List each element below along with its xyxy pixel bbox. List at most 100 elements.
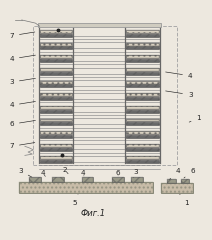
Bar bbox=[126, 68, 159, 71]
Bar bbox=[29, 178, 41, 182]
Bar bbox=[52, 178, 64, 182]
Bar bbox=[19, 182, 153, 193]
Text: 7: 7 bbox=[9, 32, 35, 39]
Bar bbox=[181, 179, 189, 183]
Bar bbox=[126, 122, 159, 125]
Bar bbox=[40, 68, 72, 71]
Bar bbox=[126, 93, 159, 96]
Text: 7: 7 bbox=[9, 143, 35, 149]
Bar bbox=[52, 178, 64, 182]
Bar bbox=[126, 160, 159, 163]
Bar bbox=[126, 156, 159, 159]
Text: 4: 4 bbox=[9, 102, 35, 108]
Bar bbox=[40, 93, 72, 96]
Bar bbox=[126, 135, 159, 138]
Bar bbox=[126, 84, 159, 87]
Bar bbox=[40, 135, 72, 138]
Bar bbox=[126, 55, 159, 58]
Bar bbox=[40, 34, 72, 37]
Bar bbox=[126, 144, 159, 147]
Bar bbox=[126, 160, 159, 163]
Bar bbox=[126, 122, 159, 125]
Bar bbox=[40, 122, 72, 125]
Bar bbox=[126, 30, 159, 33]
Text: 5: 5 bbox=[72, 193, 79, 205]
Text: 6: 6 bbox=[184, 168, 195, 178]
Bar bbox=[131, 178, 143, 182]
Bar bbox=[40, 122, 72, 125]
Bar bbox=[40, 119, 72, 121]
Bar bbox=[126, 97, 159, 100]
Bar bbox=[40, 156, 72, 159]
Text: Фиг.1: Фиг.1 bbox=[81, 209, 106, 218]
Bar bbox=[40, 148, 72, 150]
Bar bbox=[126, 119, 159, 121]
Bar bbox=[40, 55, 72, 58]
Bar bbox=[40, 59, 72, 62]
Bar bbox=[40, 119, 72, 121]
Bar bbox=[40, 59, 72, 62]
Text: 6: 6 bbox=[9, 120, 35, 127]
Bar bbox=[40, 131, 72, 134]
Bar bbox=[126, 148, 159, 150]
Bar bbox=[126, 72, 159, 75]
Bar bbox=[40, 30, 72, 33]
Text: 4: 4 bbox=[169, 168, 180, 180]
Bar bbox=[40, 72, 72, 75]
Bar bbox=[40, 84, 72, 87]
Bar bbox=[126, 59, 159, 62]
Bar bbox=[29, 178, 41, 182]
Bar bbox=[40, 110, 72, 113]
Bar bbox=[40, 84, 72, 87]
Bar bbox=[40, 106, 72, 109]
Bar bbox=[40, 135, 72, 138]
Bar bbox=[126, 97, 159, 100]
Text: 4: 4 bbox=[40, 170, 45, 176]
Bar bbox=[126, 72, 159, 75]
Bar bbox=[40, 72, 72, 75]
Bar bbox=[82, 178, 93, 182]
Bar bbox=[126, 119, 159, 121]
Bar bbox=[40, 156, 72, 159]
Bar bbox=[40, 43, 72, 46]
Bar bbox=[126, 106, 159, 109]
Bar bbox=[126, 106, 159, 109]
Bar bbox=[126, 81, 159, 84]
Text: 3: 3 bbox=[18, 168, 32, 177]
Bar bbox=[161, 183, 193, 193]
Bar bbox=[126, 30, 159, 33]
Text: 3: 3 bbox=[166, 91, 192, 98]
Text: 4: 4 bbox=[166, 72, 192, 79]
Bar bbox=[126, 131, 159, 134]
Bar bbox=[40, 30, 72, 33]
Bar bbox=[126, 156, 159, 159]
Bar bbox=[82, 178, 93, 182]
Bar bbox=[40, 43, 72, 46]
Bar bbox=[40, 97, 72, 100]
Bar bbox=[40, 97, 72, 100]
Text: 2: 2 bbox=[63, 167, 68, 174]
Bar bbox=[126, 84, 159, 87]
Bar bbox=[40, 144, 72, 147]
Bar bbox=[112, 178, 124, 182]
Bar bbox=[131, 178, 143, 182]
Bar bbox=[38, 23, 161, 27]
Bar bbox=[126, 59, 159, 62]
Bar bbox=[40, 81, 72, 84]
Bar bbox=[126, 93, 159, 96]
Bar bbox=[126, 55, 159, 58]
Bar bbox=[40, 47, 72, 49]
Bar bbox=[40, 55, 72, 58]
Bar bbox=[40, 160, 72, 163]
Bar bbox=[40, 148, 72, 150]
Bar bbox=[40, 34, 72, 37]
Bar bbox=[126, 68, 159, 71]
Bar bbox=[40, 106, 72, 109]
Text: 4: 4 bbox=[9, 55, 35, 62]
Bar bbox=[126, 43, 159, 46]
Bar bbox=[167, 179, 176, 183]
Bar bbox=[126, 34, 159, 37]
Bar bbox=[126, 110, 159, 113]
Bar bbox=[126, 110, 159, 113]
Bar bbox=[19, 182, 153, 193]
